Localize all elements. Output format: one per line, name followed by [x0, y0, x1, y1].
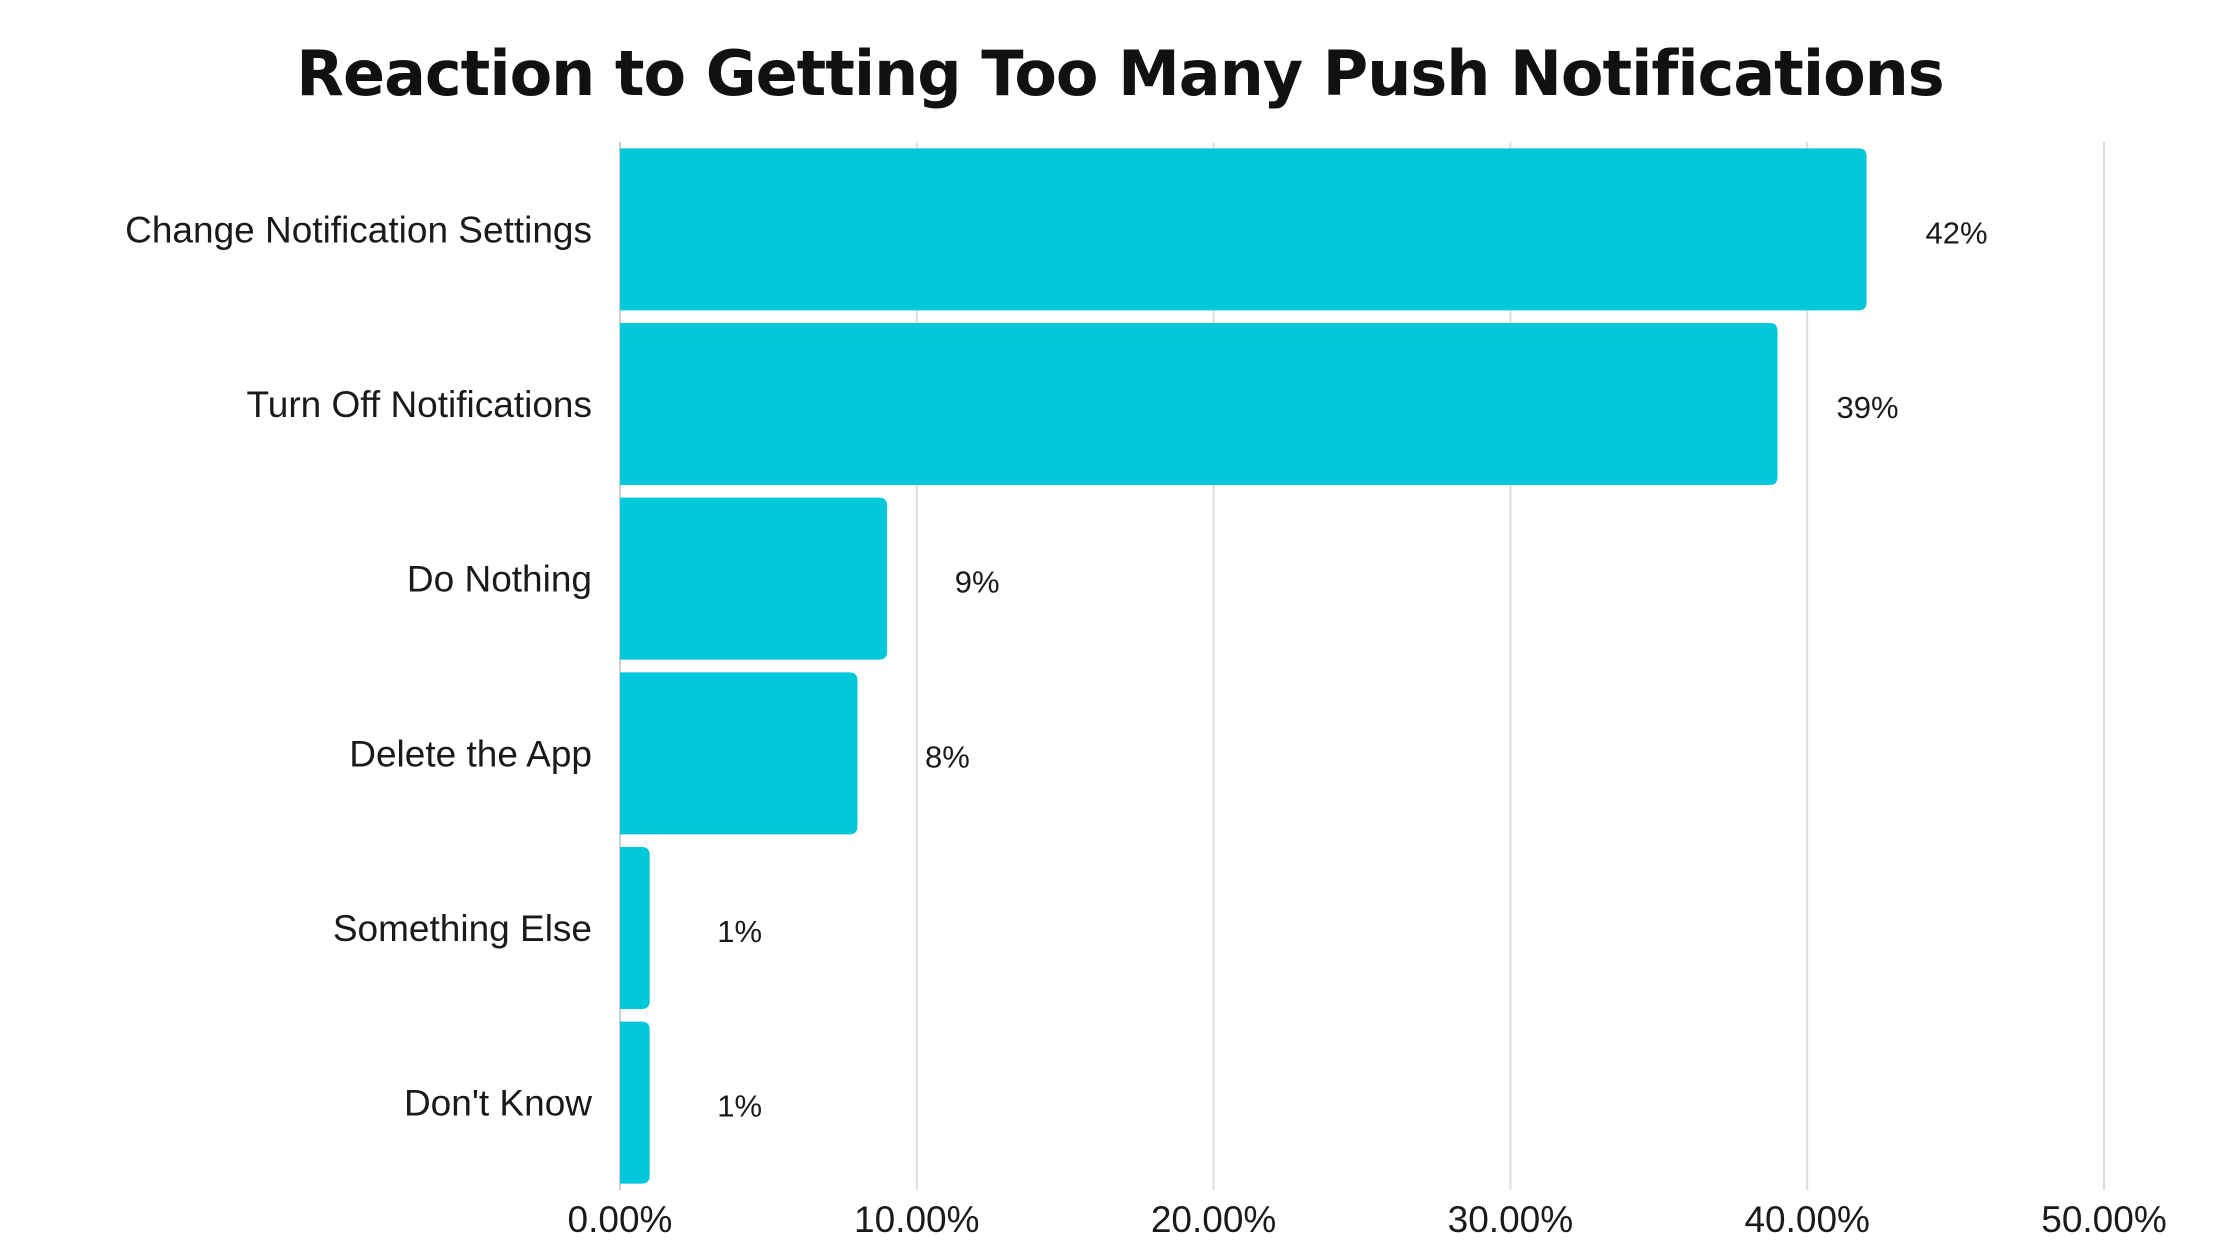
value-label-1: 39% — [1836, 390, 1898, 425]
category-label-4: Something Else — [333, 908, 592, 949]
x-tick-label-2: 20.00% — [1151, 1199, 1277, 1240]
x-tick-label-0: 0.00% — [568, 1199, 673, 1240]
value-label-3: 8% — [925, 739, 970, 774]
value-label-5: 1% — [717, 1089, 762, 1124]
category-label-5: Don't Know — [404, 1083, 592, 1124]
x-tick-label-3: 30.00% — [1448, 1199, 1574, 1240]
bar-0 — [620, 148, 1867, 311]
x-tick-label-1: 10.00% — [854, 1199, 980, 1240]
bar-1 — [620, 323, 1778, 485]
x-tick-label-5: 50.00% — [2041, 1199, 2167, 1240]
value-label-0: 42% — [1926, 215, 1988, 250]
bar-5 — [620, 1021, 650, 1184]
bar-2 — [620, 497, 888, 660]
value-label-4: 1% — [717, 914, 762, 949]
value-label-2: 9% — [955, 565, 1000, 600]
grid-layer — [619, 142, 2105, 1190]
bars-layer — [620, 148, 1867, 1184]
x-axis-ticks: 0.00% 10.00% 20.00% 30.00% 40.00% 50.00% — [568, 1199, 2167, 1240]
bar-4 — [620, 847, 650, 1009]
category-label-3: Delete the App — [349, 733, 592, 774]
chart-title: Reaction to Getting Too Many Push Notifi… — [296, 37, 1943, 110]
bar-3 — [620, 672, 858, 835]
category-label-0: Change Notification Settings — [125, 209, 592, 250]
category-label-2: Do Nothing — [407, 559, 592, 600]
labels-layer: Change Notification Settings 42% Turn Off … — [125, 209, 1987, 1123]
x-tick-label-4: 40.00% — [1744, 1199, 1870, 1240]
category-label-1: Turn Off Notifications — [247, 384, 592, 425]
